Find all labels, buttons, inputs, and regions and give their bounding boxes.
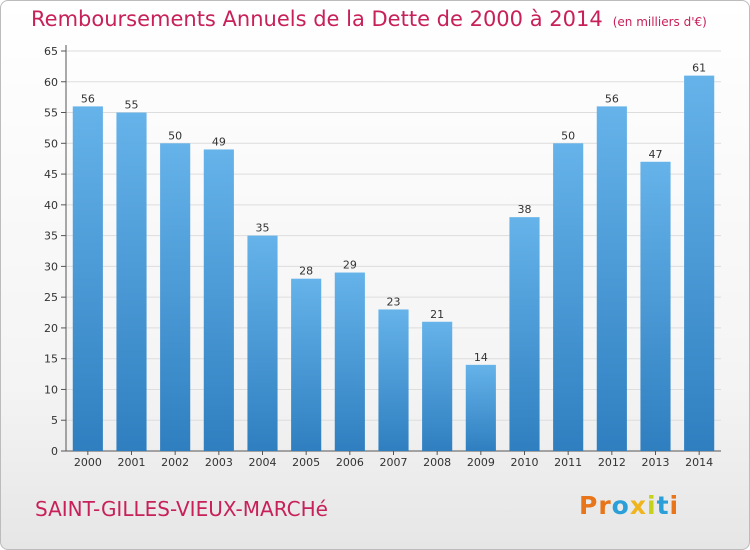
y-tick-label: 45	[44, 168, 58, 181]
bar	[684, 75, 715, 451]
x-tick-label: 2000	[74, 456, 102, 469]
logo-letter: i	[647, 491, 657, 520]
data-label: 29	[343, 259, 357, 272]
y-tick-label: 20	[44, 322, 58, 335]
x-tick-label: 2003	[205, 456, 233, 469]
y-tick-label: 60	[44, 76, 58, 89]
x-tick-label: 2001	[118, 456, 146, 469]
data-label: 47	[649, 148, 663, 161]
data-label: 38	[518, 203, 532, 216]
data-label: 23	[387, 295, 401, 308]
x-tick-label: 2004	[249, 456, 277, 469]
data-label: 56	[605, 92, 619, 105]
proxiti-logo: Proxiti	[579, 491, 679, 520]
bar	[247, 235, 278, 451]
data-label: 49	[212, 135, 226, 148]
y-tick-label: 35	[44, 230, 58, 243]
data-label: 28	[299, 265, 313, 278]
x-tick-label: 2010	[511, 456, 539, 469]
data-label: 61	[692, 62, 706, 75]
bar	[72, 106, 103, 451]
data-label: 14	[474, 351, 488, 364]
x-tick-label: 2007	[380, 456, 408, 469]
bar	[378, 309, 409, 451]
x-tick-label: 2012	[598, 456, 626, 469]
bar	[596, 106, 627, 451]
bar	[334, 272, 365, 451]
bar	[553, 143, 584, 452]
bar	[465, 364, 496, 451]
logo-letter: o	[611, 491, 630, 520]
x-tick-label: 2005	[292, 456, 320, 469]
logo-letter: i	[669, 491, 680, 520]
x-tick-label: 2014	[685, 456, 713, 469]
x-tick-label: 2006	[336, 456, 364, 469]
chart-title: Remboursements Annuels de la Dette de 20…	[31, 7, 707, 31]
title-text: Remboursements Annuels de la Dette de 20…	[31, 7, 603, 31]
data-label: 21	[430, 308, 444, 321]
x-tick-label: 2011	[554, 456, 582, 469]
data-label: 50	[561, 129, 575, 142]
logo-letter: P	[579, 491, 599, 520]
y-tick-label: 55	[44, 107, 58, 120]
unit-label: (en milliers d'€)	[612, 15, 707, 29]
y-tick-label: 50	[44, 137, 58, 150]
y-tick-label: 30	[44, 260, 58, 273]
data-label: 50	[168, 129, 182, 142]
y-tick-label: 25	[44, 291, 58, 304]
y-tick-label: 10	[44, 383, 58, 396]
commune-name: SAINT-GILLES-VIEUX-MARCHé	[35, 497, 328, 521]
logo-letter: r	[598, 491, 612, 520]
bar	[640, 161, 671, 451]
bar	[291, 278, 322, 451]
bar	[160, 143, 191, 452]
axes: 0 5 10 15 20 25 30 35 40 45 50 55 60 65 2000 2001 2002 20…	[44, 45, 721, 469]
data-label: 55	[125, 99, 139, 112]
data-labels: 56 55 50 49 35 28 29 23 21 14 38 50 56 47 61	[81, 62, 706, 364]
logo-letter: x	[629, 491, 647, 520]
y-tick-label: 0	[51, 445, 58, 458]
bar	[203, 149, 234, 451]
bar	[116, 112, 147, 452]
x-tick-label: 2002	[161, 456, 189, 469]
x-tick-label: 2013	[642, 456, 670, 469]
x-tick-label: 2009	[467, 456, 495, 469]
data-label: 35	[256, 222, 270, 235]
bar	[509, 217, 540, 451]
y-tick-label: 15	[44, 353, 58, 366]
bar	[422, 321, 453, 451]
bars	[72, 75, 715, 452]
data-label: 56	[81, 92, 95, 105]
logo-letter: t	[656, 491, 670, 520]
y-tick-label: 5	[51, 414, 58, 427]
y-tick-label: 40	[44, 199, 58, 212]
y-tick-label: 65	[44, 45, 58, 58]
x-tick-label: 2008	[423, 456, 451, 469]
